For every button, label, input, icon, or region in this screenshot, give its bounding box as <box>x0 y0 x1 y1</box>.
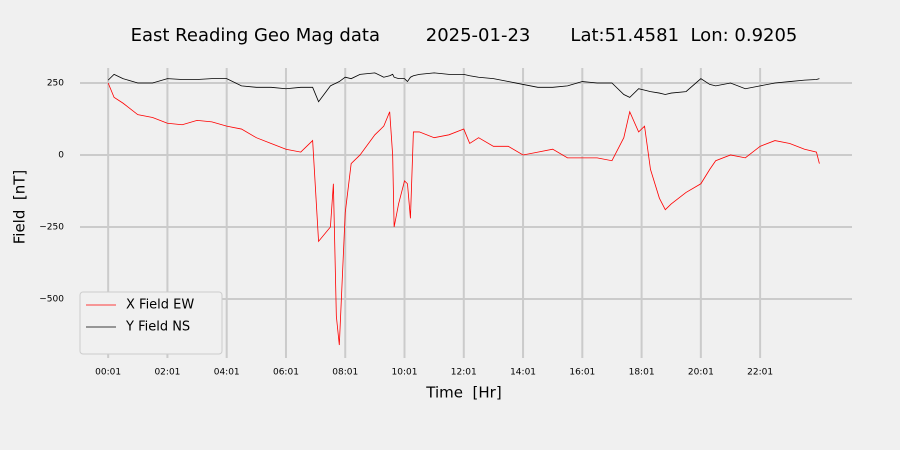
y-tick-label: −500 <box>39 294 64 304</box>
x-tick-label: 10:01 <box>392 368 418 378</box>
y-tick-label: −250 <box>39 222 64 232</box>
x-tick-label: 22:01 <box>747 368 773 378</box>
data-line <box>107 82 820 346</box>
x-tick-label: 04:01 <box>214 368 240 378</box>
x-tick-label: 08:01 <box>332 368 358 378</box>
x-tick-label: 02:01 <box>154 368 180 378</box>
legend-box <box>79 291 223 355</box>
legend-label: Y Field NS <box>125 320 190 335</box>
y-tick-label: 0 <box>58 150 64 160</box>
x-tick-label: 16:01 <box>569 368 595 378</box>
y-tick-label: 250 <box>47 78 64 88</box>
data-line <box>107 72 820 103</box>
x-tick-label: 20:01 <box>688 368 714 378</box>
x-tick-label: 00:01 <box>95 368 121 378</box>
legend-label: X Field EW <box>126 298 194 313</box>
x-tick-label: 06:01 <box>273 368 299 378</box>
x-tick-label: 18:01 <box>629 368 655 378</box>
x-tick-label: 12:01 <box>451 368 477 378</box>
x-tick-label: 14:01 <box>510 368 536 378</box>
legend: X Field EW Y Field NS <box>79 291 223 355</box>
x-axis-label: Time [Hr] <box>425 384 501 402</box>
y-axis-label: Field [nT] <box>11 170 29 245</box>
chart-title: East Reading Geo Mag data 2025-01-23 Lat… <box>131 25 798 46</box>
